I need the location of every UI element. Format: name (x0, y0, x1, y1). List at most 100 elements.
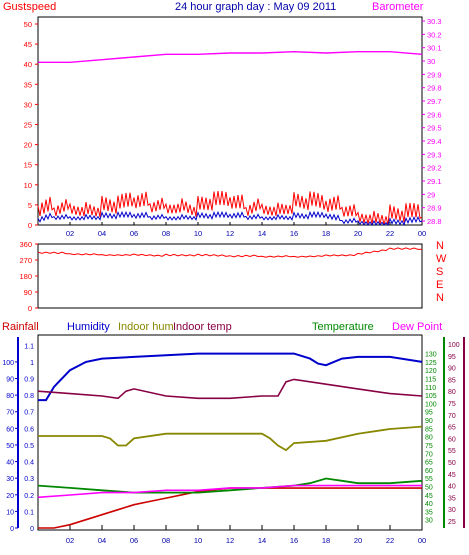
rainfall-y-tick-label: 0 (30, 526, 34, 533)
indoor-temp-y-tick-label: 70 (448, 413, 456, 420)
gustspeed-line (37, 190, 423, 226)
temperature-y-tick-label: 80 (425, 435, 433, 442)
rainfall-y-tick-label: 0.2 (24, 493, 34, 500)
humidity-y-tick-label: 60 (6, 426, 14, 433)
barometer-line (38, 50, 423, 63)
bottom-x-tick-label: 14 (258, 536, 266, 545)
compass-letter: W (436, 253, 447, 265)
humidity-y-tick-label: 80 (6, 393, 14, 400)
barometer-y-tick-label: 30.1 (427, 44, 442, 53)
humidity-y-tick-label: 10 (6, 509, 14, 516)
barometer-y-tick-label: 30.2 (427, 30, 442, 39)
temperature-y-tick-label: 95 (425, 410, 433, 417)
rainfall-y-tick-label: 0.9 (24, 377, 34, 384)
barometer-y-tick-label: 29.6 (427, 110, 442, 119)
temperature-y-tick-label: 60 (425, 468, 433, 475)
barometer-y-tick-label: 29.8 (427, 84, 442, 93)
temperature-y-tick-label: 120 (425, 368, 437, 375)
gust-y-tick-label: 5 (28, 201, 32, 210)
wind-direction-line (37, 247, 423, 258)
barometer-y-tick-label: 28.8 (427, 217, 442, 226)
humidity-y-tick-label: 20 (6, 493, 14, 500)
temperature-y-tick-label: 130 (425, 352, 437, 359)
rainfall-y-tick-label: 1.1 (24, 343, 34, 350)
bottom-x-tick-label: 10 (194, 536, 202, 545)
axes-layer: 0510152025303540455028.828.92929.129.229… (2, 17, 465, 545)
direction-plot-area (37, 243, 423, 309)
humidity-y-tick-label: 90 (6, 377, 14, 384)
legend-indoor-temp: Indoor temp (173, 321, 232, 333)
temperature-y-tick-label: 65 (425, 460, 433, 467)
temperature-y-tick-label: 70 (425, 451, 433, 458)
temperature-y-tick-label: 105 (425, 393, 437, 400)
legend-humidity: Humidity (67, 321, 110, 333)
temperature-y-tick-label: 75 (425, 443, 433, 450)
gust-y-tick-label: 45 (24, 40, 32, 49)
temperature-y-tick-label: 45 (425, 493, 433, 500)
indoor-hum-line (38, 425, 423, 452)
top-x-tick-label: 20 (354, 229, 362, 238)
direction-y-tick-label: 0 (28, 304, 32, 313)
barometer-y-tick-label: 29 (427, 190, 435, 199)
barometer-y-tick-label: 29.1 (427, 177, 442, 186)
indoor-temp-y-tick-label: 80 (448, 389, 456, 396)
top-x-tick-label: 12 (226, 229, 234, 238)
direction-y-tick-label: 180 (19, 272, 32, 281)
series-layer (37, 50, 423, 529)
bottom-x-tick-label: 06 (130, 536, 138, 545)
gust-y-tick-label: 50 (24, 20, 32, 29)
indoor-temp-y-tick-label: 50 (448, 460, 456, 467)
humidity-y-tick-label: 50 (6, 443, 14, 450)
bottom-x-tick-label: 20 (354, 536, 362, 545)
compass-letter: N (436, 292, 444, 304)
barometer-y-tick-label: 29.2 (427, 164, 442, 173)
top-plot-area (37, 16, 423, 226)
temperature-y-tick-label: 100 (425, 401, 437, 408)
bottom-x-tick-label: 18 (322, 536, 330, 545)
indoor-temp-y-tick-label: 60 (448, 436, 456, 443)
temperature-y-tick-label: 50 (425, 484, 433, 491)
barometer-y-tick-label: 30 (427, 57, 435, 66)
bottom-x-tick-label: 22 (386, 536, 394, 545)
top-x-tick-label: 04 (98, 229, 106, 238)
bottom-x-tick-label: 12 (226, 536, 234, 545)
gust-y-tick-label: 35 (24, 80, 32, 89)
indoor-temp-y-tick-label: 95 (448, 354, 456, 361)
humidity-y-tick-label: 40 (6, 460, 14, 467)
gust-y-tick-label: 15 (24, 161, 32, 170)
direction-y-tick-label: 270 (19, 256, 32, 265)
top-x-tick-label: 06 (130, 229, 138, 238)
temperature-y-tick-label: 85 (425, 426, 433, 433)
bottom-x-tick-label: 08 (162, 536, 170, 545)
barometer-y-tick-label: 30.3 (427, 17, 442, 26)
rainfall-y-tick-label: 0.5 (24, 443, 34, 450)
temperature-y-tick-label: 110 (425, 385, 436, 392)
barometer-y-tick-label: 28.9 (427, 204, 442, 213)
rainfall-y-tick-label: 0.7 (24, 410, 34, 417)
rainfall-y-tick-label: 1 (30, 360, 34, 367)
indoor-temp-y-tick-label: 90 (448, 366, 456, 373)
indoor-temp-y-tick-label: 25 (448, 519, 456, 526)
temperature-y-tick-label: 90 (425, 418, 433, 425)
chart-title: 24 hour graph day : May 09 2011 (175, 1, 336, 13)
indoor-temp-y-tick-label: 45 (448, 472, 456, 479)
barometer-y-tick-label: 29.3 (427, 150, 442, 159)
temperature-y-tick-label: 115 (425, 377, 436, 384)
top-x-tick-label: 18 (322, 229, 330, 238)
barometer-y-tick-label: 29.5 (427, 124, 442, 133)
top-x-tick-label: 14 (258, 229, 266, 238)
rainfall-y-tick-label: 0.6 (24, 426, 34, 433)
top-x-tick-label: 16 (290, 229, 298, 238)
temperature-y-tick-label: 30 (425, 518, 433, 525)
barometer-y-tick-label: 29.9 (427, 70, 442, 79)
humidity-y-tick-label: 70 (6, 410, 14, 417)
direction-y-tick-label: 90 (24, 288, 32, 297)
top-x-tick-label: 22 (386, 229, 394, 238)
rainfall-y-tick-label: 0.8 (24, 393, 34, 400)
bottom-x-tick-label: 00 (418, 536, 426, 545)
bottom-x-tick-label: 16 (290, 536, 298, 545)
legend-indoor-hum: Indoor hum (118, 321, 174, 333)
temperature-y-tick-label: 35 (425, 509, 433, 516)
